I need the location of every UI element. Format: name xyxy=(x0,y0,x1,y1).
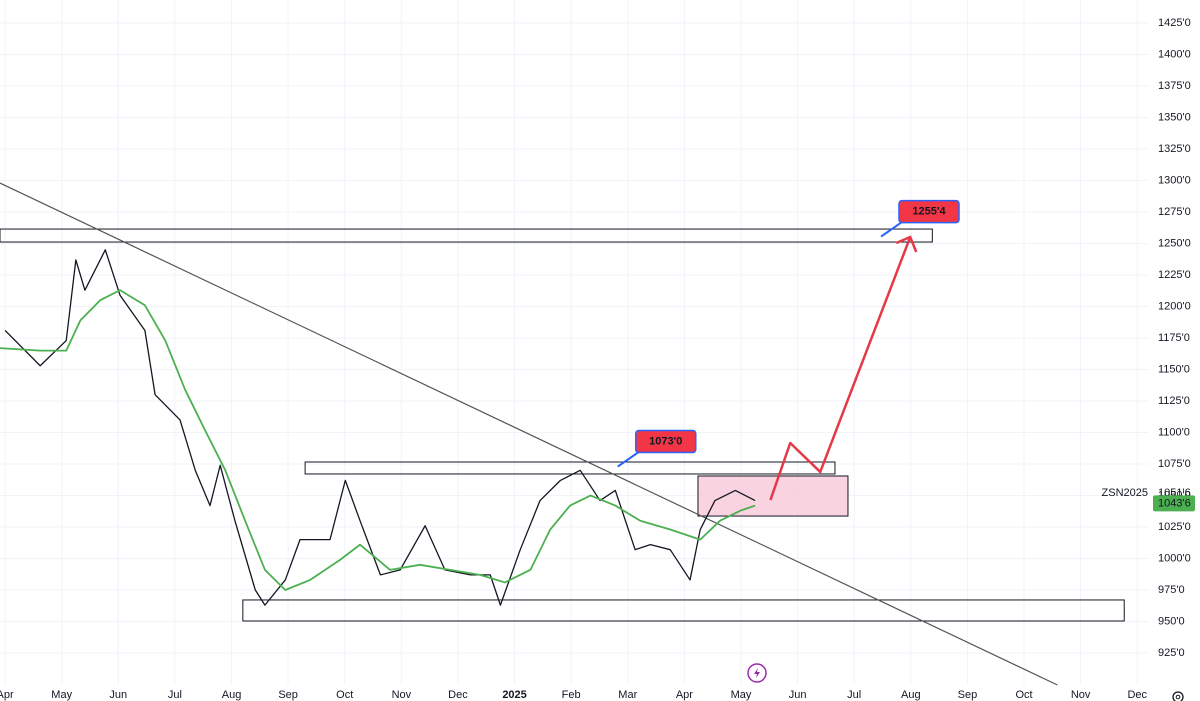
trend-line xyxy=(0,182,1058,686)
y-tick-label: 1000'0 xyxy=(1158,552,1191,564)
grid xyxy=(0,0,1148,685)
settings-icon[interactable] xyxy=(1172,691,1184,701)
x-tick-label: Nov xyxy=(392,689,412,701)
x-tick-label: Sep xyxy=(958,689,978,701)
y-tick-label: 1075'0 xyxy=(1158,458,1191,470)
y-tick-label: 1400'0 xyxy=(1158,48,1191,60)
moving-average-line xyxy=(0,289,756,591)
x-tick-label: Mar xyxy=(618,689,637,701)
projection-arrow xyxy=(769,236,912,501)
x-tick-label: Jun xyxy=(789,689,807,701)
price-zone xyxy=(304,461,836,475)
x-tick-label: Oct xyxy=(336,689,353,701)
ma-price-tag xyxy=(1153,495,1195,512)
y-tick-label: 1125'0 xyxy=(1158,395,1190,407)
x-tick-label: May xyxy=(51,689,72,701)
x-tick-label: Sep xyxy=(278,689,298,701)
y-tick-label: 1425'0 xyxy=(1158,17,1191,29)
price-zone xyxy=(0,228,933,243)
y-tick-label: 1250'0 xyxy=(1158,237,1191,249)
callout-label: 1073'0 xyxy=(649,435,682,447)
alert-bolt xyxy=(754,668,760,678)
y-tick-label: 1175'0 xyxy=(1158,332,1190,344)
y-tick-label: 950'0 xyxy=(1158,615,1185,627)
y-tick-label: 1200'0 xyxy=(1158,300,1191,312)
x-tick-label: Jun xyxy=(109,689,127,701)
price-zone xyxy=(242,599,1125,622)
price-line xyxy=(4,249,756,606)
x-tick-label: Apr xyxy=(0,689,14,701)
y-tick-label: 975'0 xyxy=(1158,584,1185,596)
y-tick-label: 1150'0 xyxy=(1158,363,1190,375)
callout-box xyxy=(898,199,960,224)
x-tick-label: Feb xyxy=(562,689,581,701)
callout-box xyxy=(635,429,697,454)
x-tick-label: Aug xyxy=(222,689,242,701)
settings-hub xyxy=(1175,694,1181,700)
y-tick-label: 1350'0 xyxy=(1158,111,1191,123)
callout-pointer xyxy=(880,219,905,238)
x-tick-label: Jul xyxy=(847,689,861,701)
alert-circle xyxy=(747,663,767,683)
x-tick-label: May xyxy=(731,689,752,701)
arrow-head xyxy=(895,235,918,253)
x-tick-label: Aug xyxy=(901,689,921,701)
y-tick-label: 1325'0 xyxy=(1158,143,1191,155)
x-tick-label: Nov xyxy=(1071,689,1091,701)
y-tick-label: 1300'0 xyxy=(1158,174,1191,186)
x-tick-label: 2025 xyxy=(502,689,526,701)
y-tick-label: 1025'0 xyxy=(1158,521,1191,533)
y-tick-label: 1275'0 xyxy=(1158,206,1191,218)
ma-price-label: 1043'6 xyxy=(1158,497,1191,509)
callout-label: 1255'4 xyxy=(912,206,946,218)
x-tick-label: Dec xyxy=(1127,689,1147,701)
y-tick-label: 1375'0 xyxy=(1158,80,1191,92)
y-tick-label: 1100'0 xyxy=(1158,426,1190,438)
callout-pointer xyxy=(617,449,642,468)
x-tick-label: Apr xyxy=(676,689,693,701)
plot-area: 1255'4 1073'0 xyxy=(0,182,1125,686)
x-tick-label: Jul xyxy=(168,689,182,701)
x-tick-label: Dec xyxy=(448,689,468,701)
settings-gear xyxy=(1172,691,1184,701)
y-tick-label: 1225'0 xyxy=(1158,269,1191,281)
symbol-label: ZSN2025 xyxy=(1102,487,1148,499)
axes: 925'0950'0975'01000'01025'01050'01075'01… xyxy=(0,17,1195,701)
y-tick-label: 925'0 xyxy=(1158,647,1185,659)
alert-icon[interactable] xyxy=(747,663,767,683)
x-tick-label: Oct xyxy=(1015,689,1032,701)
